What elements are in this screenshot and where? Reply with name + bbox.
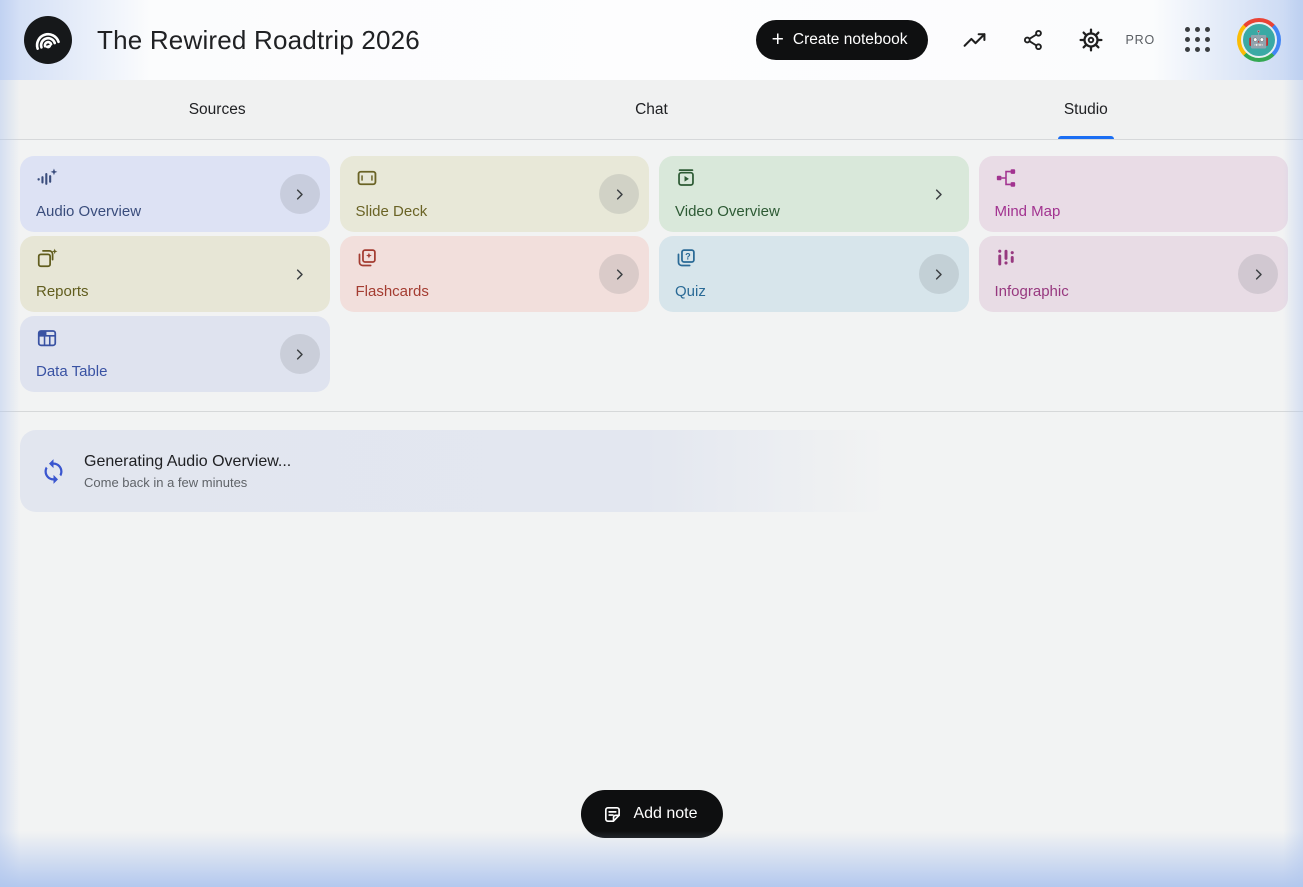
generating-status-card: Generating Audio Overview... Come back i… (20, 430, 888, 512)
card-label: Mind Map (994, 203, 1061, 220)
add-note-label: Add note (633, 805, 698, 822)
card-slide-deck[interactable]: Slide Deck (339, 156, 649, 232)
plus-icon: + (771, 27, 784, 51)
status-subtitle: Come back in a few minutes (84, 474, 248, 490)
notebooklm-logo-glyph (35, 32, 60, 50)
svg-text:?: ? (685, 251, 691, 261)
studio-card-grid: Audio Overview Slide Deck (0, 140, 1303, 392)
card-reports[interactable]: Reports (20, 236, 330, 312)
card-label: Infographic (994, 283, 1069, 300)
card-video-overview[interactable]: Video Overview (659, 156, 969, 232)
card-label: Reports (36, 283, 89, 300)
chevron-right-icon (616, 268, 623, 280)
audio-waveform-sparkle-icon (37, 168, 58, 185)
sync-spinner-icon (44, 458, 63, 484)
slide-deck-chevron-button[interactable] (599, 174, 639, 214)
chevron-right-icon (935, 268, 942, 280)
chevron-right-icon (1255, 268, 1262, 280)
reports-chevron-button[interactable] (280, 254, 320, 294)
studio-panel: Audio Overview Slide Deck (0, 140, 1303, 887)
create-notebook-button[interactable]: + Create notebook (755, 20, 928, 60)
video-overview-chevron-button[interactable] (919, 174, 959, 214)
card-label: Quiz (675, 283, 706, 300)
card-label: Video Overview (675, 203, 780, 220)
share-icon[interactable] (1020, 27, 1046, 53)
flashcards-chevron-button[interactable] (599, 254, 639, 294)
card-data-table[interactable]: Data Table (20, 316, 330, 392)
status-title: Generating Audio Overview... (84, 452, 292, 470)
card-mind-map[interactable]: Mind Map (978, 156, 1288, 232)
active-tab-underline (1057, 136, 1114, 139)
tab-bar: Sources Chat Studio (0, 80, 1303, 140)
pro-badge: PRO (1125, 33, 1155, 47)
chevron-right-icon (296, 188, 303, 200)
header-actions: + Create notebook (755, 18, 1281, 62)
infographic-chevron-button[interactable] (1238, 254, 1278, 294)
status-text: Generating Audio Overview... Come back i… (84, 453, 291, 490)
card-infographic[interactable]: Infographic (978, 236, 1288, 312)
card-label: Flashcards (355, 283, 429, 300)
slide-frame-icon (357, 170, 376, 186)
tab-sources[interactable]: Sources (0, 80, 434, 139)
card-label: Data Table (36, 363, 108, 380)
data-table-chevron-button[interactable] (279, 334, 320, 374)
avatar-image: 🤖 (1241, 22, 1277, 58)
card-question-icon: ? (677, 249, 695, 267)
card-audio-overview[interactable]: Audio Overview (20, 156, 330, 232)
chevron-right-icon (935, 188, 942, 200)
audio-overview-chevron-button[interactable] (279, 174, 320, 214)
tab-chat[interactable]: Chat (434, 80, 868, 139)
tab-sources-label: Sources (188, 100, 246, 118)
dotted-bars-icon (997, 249, 1014, 266)
chevron-right-icon (296, 268, 303, 280)
tab-studio-label: Studio (1063, 100, 1108, 118)
report-sparkle-icon (37, 248, 58, 268)
card-quiz[interactable]: ? Quiz (659, 236, 969, 312)
video-play-icon (678, 169, 694, 186)
tab-studio[interactable]: Studio (869, 80, 1303, 139)
chevron-right-icon (616, 188, 623, 200)
table-grid-icon (37, 330, 57, 347)
node-graph-icon (996, 169, 1015, 187)
card-label: Audio Overview (36, 203, 142, 220)
trending-up-icon[interactable] (962, 27, 988, 53)
note-icon (604, 806, 620, 822)
tab-chat-label: Chat (635, 100, 668, 118)
section-divider (0, 411, 1303, 412)
notebooklm-logo[interactable] (24, 16, 72, 64)
app-header: The Rewired Roadtrip 2026 + Create noteb… (0, 0, 1303, 80)
card-label: Slide Deck (355, 203, 428, 220)
avatar[interactable]: 🤖 (1237, 18, 1281, 62)
chevron-right-icon (296, 348, 303, 360)
card-star-icon (358, 249, 376, 267)
settings-gear-icon[interactable] (1078, 27, 1104, 53)
create-notebook-label: Create notebook (792, 31, 908, 48)
quiz-chevron-button[interactable] (918, 254, 959, 294)
card-flashcards[interactable]: Flashcards (339, 236, 649, 312)
apps-grid-icon[interactable] (1185, 27, 1211, 53)
notebook-title[interactable]: The Rewired Roadtrip 2026 (97, 24, 420, 55)
add-note-button[interactable]: Add note (580, 790, 723, 838)
